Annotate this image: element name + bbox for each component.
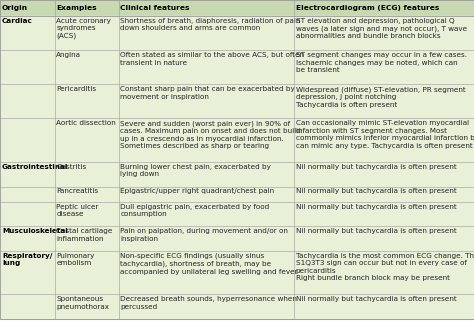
- Text: Constant sharp pain that can be exacerbated by
movement or inspiration: Constant sharp pain that can be exacerba…: [120, 86, 295, 100]
- Bar: [0, 162, 474, 187]
- Text: Cardiac: Cardiac: [2, 18, 33, 24]
- Text: Examples: Examples: [56, 5, 97, 11]
- Text: Burning lower chest pain, exacerbated by
lying down: Burning lower chest pain, exacerbated by…: [120, 164, 271, 177]
- Text: Spontaneous
pneumothorax: Spontaneous pneumothorax: [56, 296, 109, 310]
- Bar: [0, 202, 474, 226]
- Text: Severe and sudden (worst pain ever) in 90% of
cases. Maximum pain on onset and d: Severe and sudden (worst pain ever) in 9…: [120, 120, 301, 149]
- Bar: [0, 84, 474, 118]
- Text: Often stated as similar to the above ACS, but often
transient in nature: Often stated as similar to the above ACS…: [120, 52, 304, 65]
- Text: Nil normally but tachycardia is often present: Nil normally but tachycardia is often pr…: [296, 188, 456, 195]
- Text: Musculoskeletal: Musculoskeletal: [2, 228, 68, 234]
- Text: Pulmonary
embolism: Pulmonary embolism: [56, 253, 95, 266]
- Text: Angina: Angina: [56, 52, 82, 58]
- Text: Peptic ulcer
disease: Peptic ulcer disease: [56, 204, 99, 217]
- Text: Origin: Origin: [2, 5, 28, 11]
- Text: Electrocardiogram (ECG) features: Electrocardiogram (ECG) features: [296, 5, 439, 11]
- Text: Decreased breath sounds, hyperresonance when
percussed: Decreased breath sounds, hyperresonance …: [120, 296, 297, 310]
- Text: Nil normally but tachycardia is often present: Nil normally but tachycardia is often pr…: [296, 228, 456, 234]
- Text: Gastrointestinal: Gastrointestinal: [2, 164, 68, 170]
- Bar: [0, 0, 474, 16]
- Text: Can occasionally mimic ST-elevation myocardial
infarction with ST segment change: Can occasionally mimic ST-elevation myoc…: [296, 120, 474, 149]
- Text: Gastritis: Gastritis: [56, 164, 87, 170]
- Bar: [0, 118, 474, 162]
- Text: Shortness of breath, diaphoresis, radiation of pain
down shoulders and arms are : Shortness of breath, diaphoresis, radiat…: [120, 18, 301, 31]
- Text: ST segment changes may occur in a few cases.
Ischaemic changes may be noted, whi: ST segment changes may occur in a few ca…: [296, 52, 467, 73]
- Text: Clinical features: Clinical features: [120, 5, 190, 11]
- Bar: [0, 226, 474, 251]
- Text: Nil normally but tachycardia is often present: Nil normally but tachycardia is often pr…: [296, 164, 456, 170]
- Bar: [0, 187, 474, 202]
- Text: Costal cartilage
inflammation: Costal cartilage inflammation: [56, 228, 113, 242]
- Bar: [0, 251, 474, 294]
- Text: Non-specific ECG findings (usually sinus
tachycardia), shortness of breath, may : Non-specific ECG findings (usually sinus…: [120, 253, 298, 275]
- Text: Nil normally but tachycardia is often present: Nil normally but tachycardia is often pr…: [296, 204, 456, 210]
- Text: Widespread (diffuse) ST-elevation, PR segment
depression, J point notching
Tachy: Widespread (diffuse) ST-elevation, PR se…: [296, 86, 465, 108]
- Text: Tachycardia is the most common ECG change. The
S1Q3T3 sign can occur but not in : Tachycardia is the most common ECG chang…: [296, 253, 474, 281]
- Text: ST elevation and depression, pathological Q
waves (a later sign and may not occu: ST elevation and depression, pathologica…: [296, 18, 467, 39]
- Text: Acute coronary
syndromes
(ACS): Acute coronary syndromes (ACS): [56, 18, 111, 39]
- Bar: [0, 50, 474, 84]
- Text: Nil normally but tachycardia is often present: Nil normally but tachycardia is often pr…: [296, 296, 456, 302]
- Text: Epigastric/upper right quadrant/chest pain: Epigastric/upper right quadrant/chest pa…: [120, 188, 274, 195]
- Bar: [0, 16, 474, 50]
- Text: Pancreatitis: Pancreatitis: [56, 188, 99, 195]
- Bar: [0, 294, 474, 319]
- Text: Pericarditis: Pericarditis: [56, 86, 97, 92]
- Text: Aortic dissection: Aortic dissection: [56, 120, 116, 126]
- Text: Respiratory/
lung: Respiratory/ lung: [2, 253, 52, 266]
- Text: Dull epigastric pain, exacerbated by food
consumption: Dull epigastric pain, exacerbated by foo…: [120, 204, 270, 217]
- Text: Pain on palpation, during movement and/or on
inspiration: Pain on palpation, during movement and/o…: [120, 228, 288, 242]
